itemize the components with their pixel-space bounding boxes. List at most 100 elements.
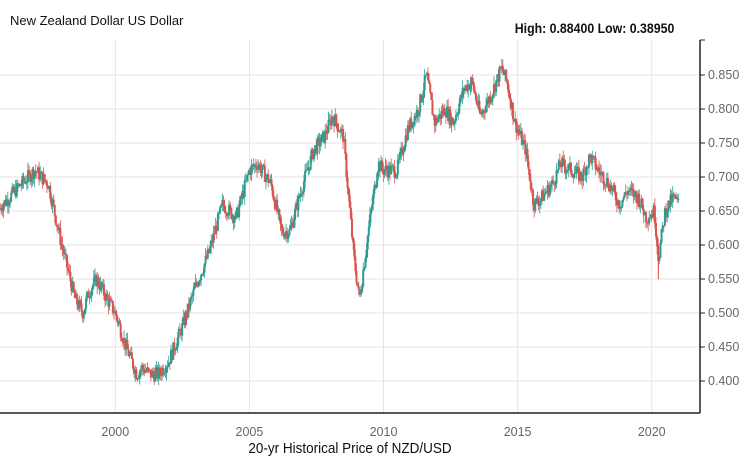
candle-body (353, 242, 356, 257)
candle-body (213, 232, 216, 235)
candle-body (41, 171, 44, 185)
candle-body (292, 219, 295, 228)
candle-body (597, 167, 600, 172)
candle-body (66, 254, 69, 268)
candle-body (259, 164, 262, 173)
candle-body (643, 211, 646, 216)
candle-body (615, 200, 618, 206)
candle-body (554, 183, 557, 186)
candle-body (672, 193, 675, 195)
candle-body (649, 217, 652, 219)
candle-body (390, 166, 393, 175)
candle-body (324, 130, 327, 143)
candle-body (219, 206, 222, 213)
candle-body (548, 187, 551, 196)
candle-body (537, 202, 540, 206)
candle-body (623, 192, 626, 198)
candle-body (358, 289, 361, 295)
candle-body (344, 139, 347, 154)
candle-body (33, 171, 36, 179)
candle-body (435, 117, 438, 123)
candle-body (660, 229, 663, 243)
y-tick-label: 0.550 (708, 272, 739, 286)
candle-body (153, 374, 156, 382)
candle-body (80, 303, 83, 312)
candle-body (4, 200, 7, 206)
y-tick-label: 0.650 (708, 204, 739, 218)
candle-body (650, 214, 653, 218)
candle-body (225, 212, 228, 216)
candle-body (291, 222, 294, 228)
candle-body (296, 202, 299, 211)
candle-body (675, 196, 678, 199)
candle-body (595, 169, 598, 171)
candle-body (29, 172, 32, 183)
candle-body (518, 131, 521, 135)
candle-body (401, 147, 404, 155)
candle-body (640, 198, 643, 207)
candle-body (211, 240, 214, 243)
candle-body (258, 164, 261, 166)
candle-body (406, 124, 409, 140)
candle-body (437, 118, 440, 123)
candle-body (517, 129, 520, 132)
candle-body (195, 282, 198, 285)
candle-body (67, 267, 70, 271)
candle-body (165, 367, 168, 373)
candle-body (35, 171, 38, 173)
candle-body (13, 187, 16, 193)
candle-body (599, 171, 602, 176)
candle-body (644, 211, 647, 223)
candle-body (359, 292, 362, 295)
candle-body (42, 174, 45, 185)
candle-body (262, 164, 265, 166)
candle-body (582, 168, 585, 181)
candle-body (665, 208, 668, 217)
candle-body (666, 211, 669, 217)
candle-body (98, 285, 101, 290)
candle-body (130, 352, 133, 360)
candle-body (528, 169, 531, 181)
candle-body (240, 196, 243, 199)
candle-body (602, 172, 605, 184)
candle-body (463, 88, 466, 92)
candle-body (5, 199, 8, 206)
candle-body (325, 130, 328, 134)
candle-body (152, 370, 155, 375)
candle-body (276, 199, 279, 212)
candle-body (188, 299, 191, 310)
candle-body (453, 121, 456, 124)
candle-body (399, 151, 402, 159)
candle-body (447, 106, 450, 122)
candle-body (427, 72, 430, 81)
candle-body (470, 77, 473, 85)
candle-body (275, 199, 278, 209)
candle-body (404, 135, 407, 148)
candle-body (552, 180, 555, 183)
candle-body (1, 210, 4, 212)
candle-body (36, 167, 39, 173)
candle-body (301, 191, 304, 194)
candle-body (125, 340, 128, 350)
candle-body (45, 181, 48, 187)
candle-body (300, 193, 303, 195)
candle-body (104, 295, 107, 301)
candle-body (482, 110, 485, 112)
candle-body (221, 199, 224, 205)
candle-body (126, 340, 129, 350)
candle-body (215, 225, 218, 231)
candle-body (248, 169, 251, 174)
candle-body (563, 159, 566, 167)
candle-body (534, 198, 537, 211)
candle-body (85, 298, 88, 309)
candle-body (254, 164, 257, 168)
candle-body (192, 289, 195, 296)
candle-body (383, 170, 386, 175)
candle-body (403, 147, 406, 152)
candle-body (604, 185, 607, 187)
candle-body (377, 161, 380, 173)
candle-body (334, 114, 337, 127)
candle-body (529, 180, 532, 190)
candle-body (354, 256, 357, 271)
candle-body (115, 310, 118, 317)
